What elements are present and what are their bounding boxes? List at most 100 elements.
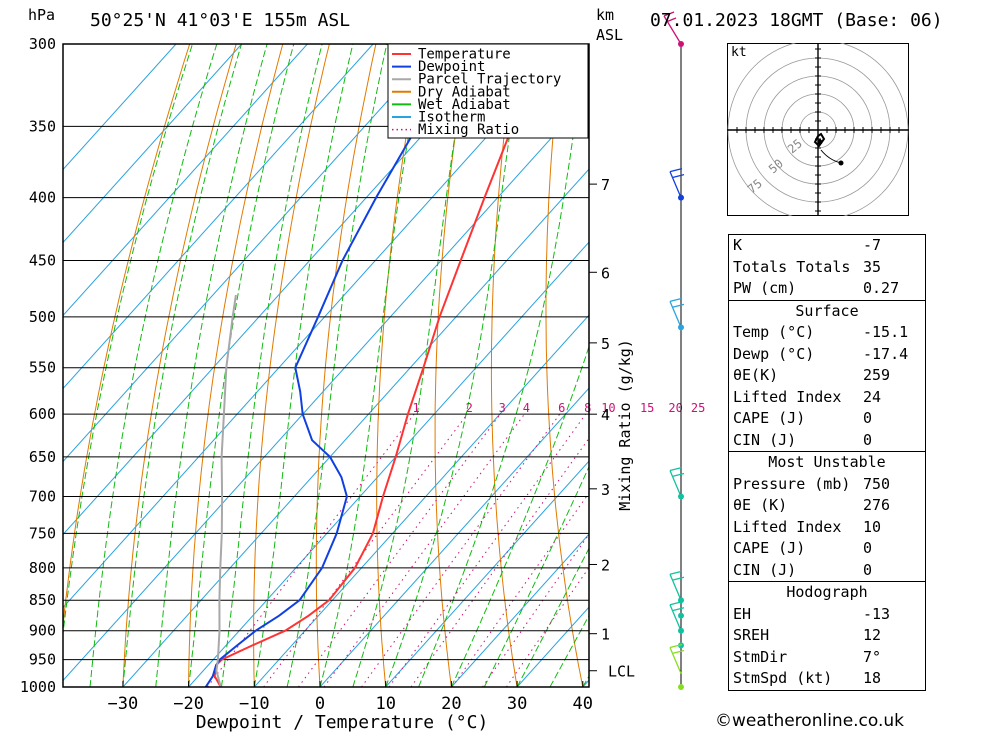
temperature-line <box>213 44 581 687</box>
hodograph-title: Hodograph <box>786 583 868 601</box>
sreh-row: SREH 12 <box>733 626 882 644</box>
parcel-trajectory-line <box>215 294 237 687</box>
pressure-tick-label: 600 <box>29 405 56 423</box>
isotherm-line <box>63 44 440 463</box>
isotherm-line <box>451 533 589 687</box>
wind-level-dot <box>678 684 684 690</box>
mixing-ratio-label: 10 <box>601 401 615 415</box>
copyright[interactable]: ©weatheronline.co.uk <box>715 711 905 731</box>
wet-adiabat-line <box>122 44 242 687</box>
dry-adiabat-line <box>490 44 518 687</box>
wind-barb <box>669 601 685 631</box>
km-tick-label: 6 <box>601 264 610 282</box>
legend-label: Dewpoint <box>418 59 485 75</box>
lcl-label: LCL <box>608 663 635 681</box>
mu-thetae-row: θE (K) 276 <box>733 496 891 514</box>
isotherm-line <box>385 460 589 687</box>
wet-adiabat-line <box>89 44 218 687</box>
hodograph-section: Hodograph EH -13 SREH 12 StmDir 7° StmSpd (… <box>728 582 926 691</box>
x-tick-label: 30 <box>507 694 527 714</box>
dry-adiabat-line <box>253 44 330 687</box>
parameter-table: K -7 Totals Totals 35 PW (cm) 0.27 Surface … <box>728 234 926 691</box>
surface-thetae-row: θE(K) 259 <box>733 366 891 384</box>
indices-section: K -7 Totals Totals 35 PW (cm) 0.27 <box>728 234 926 301</box>
km-tick-label: 5 <box>601 335 610 353</box>
pressure-tick-label: 300 <box>29 35 56 53</box>
isotherm-line <box>188 241 589 687</box>
pressure-tick-label: 800 <box>29 559 56 577</box>
wind-barb <box>669 168 685 198</box>
wet-adiabat-line <box>155 44 268 687</box>
surface-li-row: Lifted Index 24 <box>733 387 882 406</box>
most-unstable-title: Most Unstable <box>768 453 886 471</box>
dry-adiabat-line <box>188 44 284 687</box>
mixing-ratio-line <box>388 413 587 687</box>
mu-pressure-row: Pressure (mb) 750 <box>733 474 891 493</box>
hodograph-point <box>817 139 823 145</box>
mixing-ratio-label: 8 <box>584 401 591 415</box>
pressure-tick-label: 500 <box>29 308 56 326</box>
legend-box <box>387 43 589 139</box>
mixing-ratio-line <box>481 533 589 687</box>
wind-barb <box>663 11 682 45</box>
isotherm-line <box>63 44 308 317</box>
pressure-tick-label: 450 <box>29 252 56 270</box>
dry-adiabat-line <box>545 44 584 687</box>
storm-motion-dot <box>838 160 844 166</box>
datetime-title: 07.01.2023 18GMT (Base: 06) <box>650 10 943 31</box>
isotherm-line <box>63 95 589 682</box>
isotherm-line <box>63 44 243 244</box>
mu-cape-row: CAPE (J) 0 <box>733 539 873 557</box>
mixing-ratio-label: 4 <box>523 401 530 415</box>
axes: 1 2 3 4 6 8 10 15 20 2530035040045050055060065070… <box>20 35 705 733</box>
isotherm-line <box>63 44 571 609</box>
wind-barb <box>669 643 685 674</box>
mixing-ratio-label: 15 <box>640 401 654 415</box>
dewpoint-line <box>204 44 486 687</box>
legend-label: Temperature <box>418 47 511 63</box>
mixing-ratio-label: 20 <box>668 401 682 415</box>
km-tick-label: 3 <box>601 481 610 499</box>
k-index-row: K -7 <box>733 236 882 254</box>
legend-label: Wet Adiabat <box>418 97 511 113</box>
isotherm-line <box>63 44 505 536</box>
dry-adiabat-line <box>935 44 1000 687</box>
wet-adiabat-line <box>516 547 589 687</box>
mixing-ratio-line <box>505 566 589 687</box>
pw-row: PW (cm) 0.27 <box>733 279 900 297</box>
pressure-unit: hPa <box>28 6 56 24</box>
km-tick-label: 1 <box>601 626 610 644</box>
pressure-tick-label: 1000 <box>20 678 56 696</box>
km-tick-label: 2 <box>601 556 610 574</box>
x-tick-label: 40 <box>573 694 593 714</box>
surface-cape-row: CAPE (J) 0 <box>733 409 873 427</box>
dry-adiabat-line <box>434 44 470 687</box>
mixing-ratio-line <box>323 413 525 687</box>
pressure-tick-label: 850 <box>29 591 56 609</box>
profile-series <box>204 44 581 687</box>
eh-row: EH -13 <box>733 604 891 623</box>
stmspd-row: StmSpd (kt) 18 <box>733 669 882 687</box>
mixing-ratio-axis-label: Mixing Ratio (g/kg) <box>616 339 634 511</box>
pressure-tick-label: 950 <box>29 651 56 669</box>
x-tick-label: 20 <box>441 694 461 714</box>
wet-adiabat-line <box>549 614 589 687</box>
legend-label: Mixing Ratio <box>418 122 519 138</box>
mixing-ratio-label: 1 <box>412 401 419 415</box>
wind-barb <box>669 297 685 328</box>
pressure-tick-label: 550 <box>29 359 56 377</box>
isotherm-line <box>63 44 374 390</box>
asl-unit: ASL <box>596 26 624 44</box>
km-tick-label: 4 <box>601 406 610 424</box>
wet-adiabat-line <box>483 465 589 687</box>
location-title: 50°25'N 41°03'E 155m ASL <box>90 10 351 31</box>
dry-adiabat-line <box>650 44 714 687</box>
mixing-ratio-label: 3 <box>499 401 506 415</box>
pressure-tick-label: 650 <box>29 448 56 466</box>
surface-cin-row: CIN (J) 0 <box>733 430 873 449</box>
legend-label: Isotherm <box>418 110 485 126</box>
wet-adiabat-line <box>352 44 471 687</box>
